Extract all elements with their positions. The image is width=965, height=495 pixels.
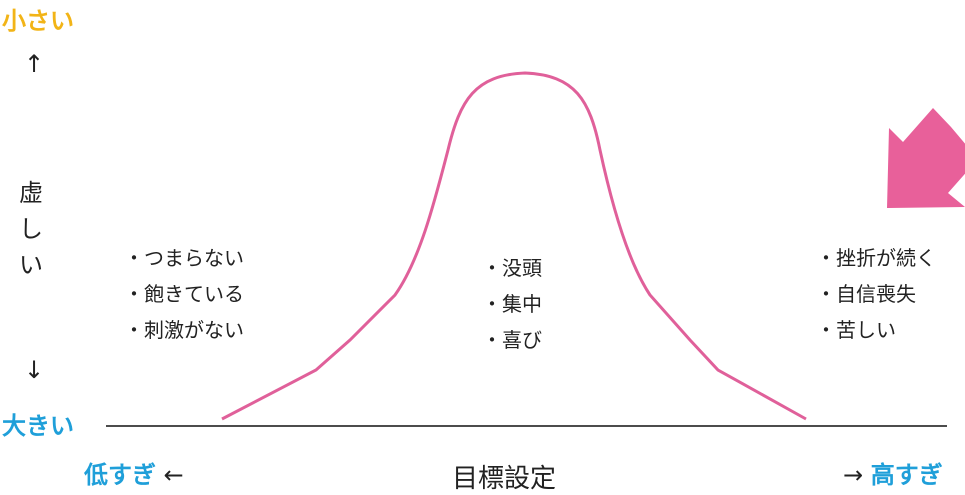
center-notes: ・没頭 ・集中 ・喜び (482, 250, 542, 358)
list-item: ・苦しい (816, 318, 896, 342)
x-axis-left-label: 低すぎ (84, 461, 156, 489)
list-item: ・自信喪失 (816, 282, 916, 306)
y-axis-bottom-label: 大きい (2, 412, 74, 440)
y-axis-title-char: い (19, 251, 43, 279)
list-item: ・喜び (482, 328, 542, 352)
list-item: ・つまらない (124, 246, 244, 270)
list-item: ・集中 (482, 292, 542, 316)
right-arrow-icon: → (843, 461, 864, 489)
y-axis-title-char: し (19, 215, 43, 243)
left-arrow-icon: ← (163, 461, 184, 489)
y-axis-title-char: 虚 (19, 179, 43, 207)
x-axis-right-label: 高すぎ (870, 461, 943, 489)
up-arrow-icon: ↑ (24, 50, 45, 78)
list-item: ・刺激がない (124, 318, 244, 342)
right-notes: ・挫折が続く ・自信喪失 ・苦しい (816, 240, 936, 348)
bell-curve (221, 71, 807, 421)
y-axis-title: 虚 し い (19, 175, 43, 283)
down-arrow-icon: ↓ (24, 356, 45, 384)
list-item: ・飽きている (124, 282, 244, 306)
y-axis-top-label: 小さい (2, 7, 74, 35)
x-axis-left: 低すぎ ← (84, 455, 184, 490)
x-axis-right: → 高すぎ (843, 455, 943, 490)
x-axis-title: 目標設定 (452, 464, 557, 494)
left-notes: ・つまらない ・飽きている ・刺激がない (124, 240, 244, 348)
pink-arrow-icon (887, 108, 965, 208)
list-item: ・挫折が続く (816, 246, 936, 270)
list-item: ・没頭 (482, 256, 542, 280)
